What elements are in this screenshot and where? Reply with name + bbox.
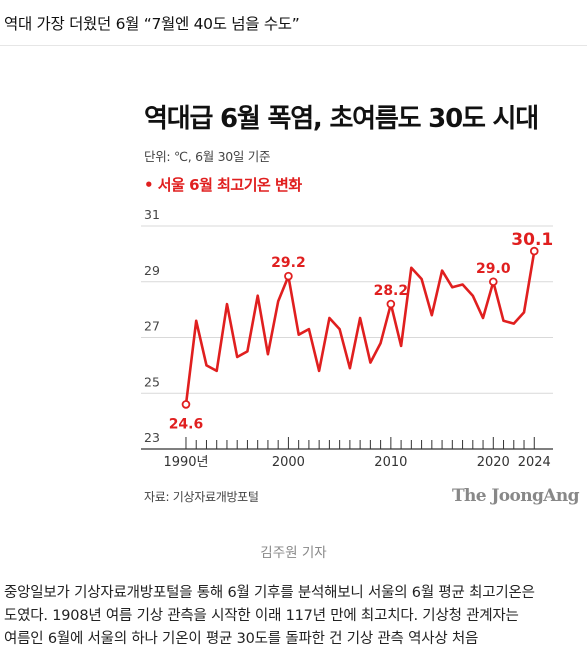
y-tick-label: 23 [144,430,160,445]
article-body: 중앙일보가 기상자료개방포털을 통해 6월 기후를 분석해보니 서울의 6월 평… [4,582,587,651]
y-tick-label: 29 [144,263,160,278]
article-line: 도였다. 1908년 여름 기상 관측을 시작한 이래 117년 만에 최고치다… [4,608,519,624]
series-line [184,249,536,406]
x-tick-label: 2020 [477,455,510,470]
y-tick-label: 27 [144,319,160,334]
data-label: 29.0 [476,261,511,277]
x-tick-label: 2010 [374,455,407,470]
data-point [386,299,396,309]
brand-logo: The JoongAng [452,486,580,506]
data-point [529,246,539,256]
data-label: 24.6 [169,416,204,432]
photo-caption: 김주원 기자 [260,545,327,561]
top-bar: 역대 가장 더웠던 6월 “7월엔 40도 넘을 수도” [0,0,587,46]
article-headline: 역대 가장 더웠던 6월 “7월엔 40도 넘을 수도” [4,15,300,33]
data-point [284,271,293,281]
data-label: 28.2 [374,283,409,299]
source-note: 자료: 기상자료개방포털 [144,490,259,504]
data-label: 30.1 [511,230,553,250]
x-tick-label: 2024 [518,455,551,470]
chart-title: 역대급 6월 폭염, 초여름도 30도 시대 [144,104,539,134]
series-label: • 서울 6월 최고기온 변화 [144,176,302,194]
y-tick-label: 31 [144,207,160,222]
x-tick-label: 2000 [272,455,305,470]
article-line: 여름인 6월에 서울의 하나 기온이 평균 30도를 돌파한 건 기상 관측 역… [4,631,479,647]
x-tick-label: 1990년 [163,455,208,470]
data-point [181,400,191,409]
unit-note: 단위: ℃, 6월 30일 기준 [144,149,271,164]
data-point [488,277,498,287]
article-line: 중앙일보가 기상자료개방포털을 통해 6월 기후를 분석해보니 서울의 6월 평… [4,585,535,601]
y-tick-label: 25 [144,374,160,389]
data-label: 29.2 [271,255,306,271]
chart-card [0,47,587,534]
